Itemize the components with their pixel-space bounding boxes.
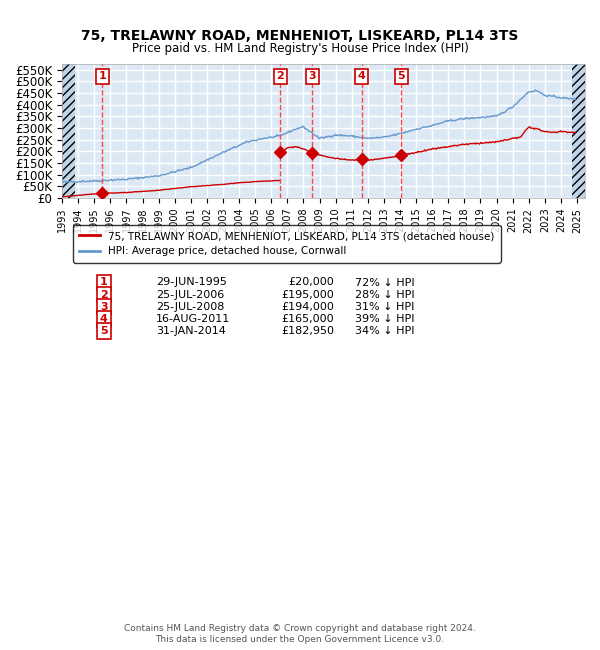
Text: 5: 5: [100, 326, 108, 336]
Text: 16-AUG-2011: 16-AUG-2011: [156, 314, 230, 324]
Text: 25-JUL-2006: 25-JUL-2006: [156, 289, 224, 300]
Text: £20,000: £20,000: [288, 278, 334, 287]
Text: £195,000: £195,000: [281, 289, 334, 300]
Text: Contains HM Land Registry data © Crown copyright and database right 2024.
This d: Contains HM Land Registry data © Crown c…: [124, 624, 476, 644]
Text: 1: 1: [100, 278, 108, 287]
Text: 25-JUL-2008: 25-JUL-2008: [156, 302, 224, 311]
Text: 4: 4: [100, 314, 108, 324]
Text: 34% ↓ HPI: 34% ↓ HPI: [355, 326, 415, 336]
Text: 31% ↓ HPI: 31% ↓ HPI: [355, 302, 414, 311]
Bar: [572, 64, 585, 198]
Text: Price paid vs. HM Land Registry's House Price Index (HPI): Price paid vs. HM Land Registry's House …: [131, 42, 469, 55]
Text: 3: 3: [100, 302, 108, 311]
Text: £182,950: £182,950: [281, 326, 334, 336]
Text: 2: 2: [100, 289, 108, 300]
Text: 75, TRELAWNY ROAD, MENHENIOT, LISKEARD, PL14 3TS: 75, TRELAWNY ROAD, MENHENIOT, LISKEARD, …: [82, 29, 518, 44]
Text: 28% ↓ HPI: 28% ↓ HPI: [355, 289, 415, 300]
Text: 1: 1: [98, 72, 106, 81]
Text: 2: 2: [277, 72, 284, 81]
Text: 4: 4: [358, 72, 365, 81]
Text: 29-JUN-1995: 29-JUN-1995: [156, 278, 227, 287]
Bar: [62, 64, 75, 198]
Text: £194,000: £194,000: [281, 302, 334, 311]
Text: 5: 5: [397, 72, 405, 81]
Text: 39% ↓ HPI: 39% ↓ HPI: [355, 314, 415, 324]
Text: 72% ↓ HPI: 72% ↓ HPI: [355, 278, 415, 287]
Text: 31-JAN-2014: 31-JAN-2014: [156, 326, 226, 336]
Legend: 75, TRELAWNY ROAD, MENHENIOT, LISKEARD, PL14 3TS (detached house), HPI: Average : 75, TRELAWNY ROAD, MENHENIOT, LISKEARD, …: [73, 225, 500, 263]
Text: £165,000: £165,000: [281, 314, 334, 324]
Text: 3: 3: [308, 72, 316, 81]
